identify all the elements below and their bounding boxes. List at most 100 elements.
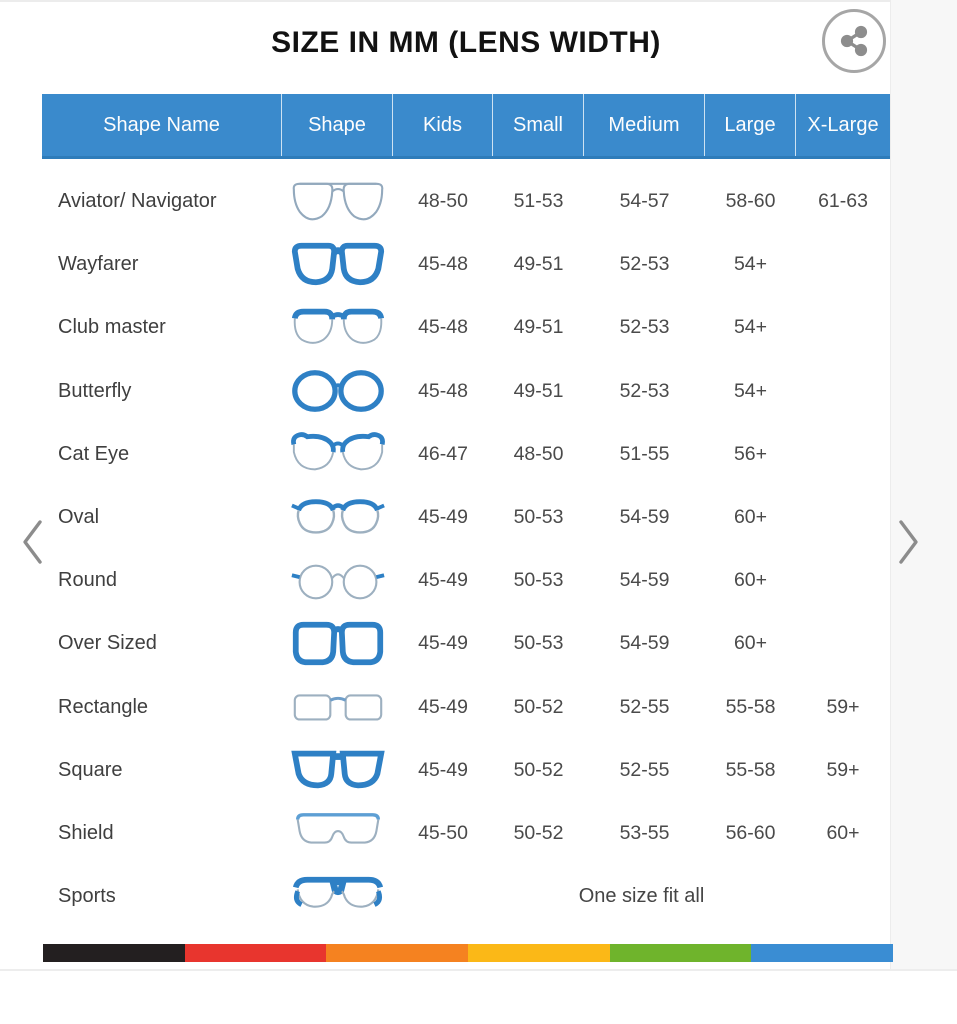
sports-glasses-icon [290, 872, 386, 922]
size-cell: 48-50 [418, 190, 468, 213]
column-header-kids: Kids [393, 94, 493, 156]
shape-name-cell: Shield [58, 821, 114, 844]
size-cell: 61-63 [818, 190, 868, 213]
size-cell: 55-58 [725, 758, 776, 781]
size-cell: 50-53 [513, 569, 564, 592]
size-cells: 45-49 50-52 52-55 55-58 59+ [393, 739, 890, 802]
shape-name-cell: Club master [58, 316, 166, 339]
wayfarer-glasses-icon [290, 240, 386, 290]
size-cells: 45-48 49-51 52-53 54+ [393, 296, 890, 359]
shape-name-cell: Sports [58, 885, 116, 908]
stripe-segment [609, 944, 752, 962]
table-row: Oval 45-49 50-53 54-59 60+ [42, 486, 890, 549]
stripe-segment [43, 944, 185, 962]
oval-glasses-icon [290, 493, 386, 543]
shape-name-cell: Oval [58, 506, 100, 529]
size-cell: 45-49 [418, 569, 468, 592]
size-cell: 54+ [733, 379, 768, 402]
size-cell: 50-52 [513, 821, 564, 844]
shape-name-cell: Butterfly [58, 379, 132, 402]
size-cells: 45-50 50-52 53-55 56-60 60+ [393, 802, 890, 865]
size-cell: 59+ [826, 758, 860, 781]
shape-name-cell: Cat Eye [58, 442, 130, 465]
shape-icon-cell [282, 366, 393, 416]
size-cell: 45-48 [418, 316, 468, 339]
size-cell: 52-55 [619, 695, 670, 718]
shape-name-cell: Aviator/ Navigator [58, 190, 217, 213]
size-cell: 52-53 [619, 379, 670, 402]
top-divider [0, 0, 890, 2]
shape-icon-cell [282, 745, 393, 795]
size-cell: 53-55 [619, 821, 670, 844]
size-cell: 54-59 [619, 506, 670, 529]
shape-icon-cell [282, 240, 393, 290]
size-cell: 45-49 [418, 695, 468, 718]
table-row: Aviator/ Navigator 48-50 51-53 54-57 58-60 6… [42, 170, 890, 233]
size-cells: 45-48 49-51 52-53 54+ [393, 360, 890, 423]
table-row: Cat Eye 46-47 48-50 51-55 56+ [42, 423, 890, 486]
size-cell: 59+ [826, 695, 860, 718]
rectangle-glasses-icon [290, 682, 386, 732]
size-cell: 51-55 [619, 442, 670, 465]
size-cell: 60+ [733, 632, 768, 655]
carousel-prev-button[interactable] [18, 516, 46, 568]
table-row: Sports One size fit all [42, 865, 890, 928]
size-cell: 54-57 [619, 190, 670, 213]
size-cell: 52-55 [619, 758, 670, 781]
table-header-row: Shape Name Shape Kids Small Medium Large… [42, 94, 890, 159]
butterfly-glasses-icon [290, 366, 386, 416]
shield-glasses-icon [290, 808, 386, 858]
size-cells: 45-49 50-52 52-55 55-58 59+ [393, 676, 890, 739]
size-cell: 58-60 [725, 190, 776, 213]
size-cell: 54-59 [619, 632, 670, 655]
size-cell: 45-49 [418, 506, 468, 529]
column-header-x-large: X-Large [807, 113, 879, 136]
table-row: Round 45-49 50-53 54-59 60+ [42, 549, 890, 612]
size-cell: 54+ [733, 316, 768, 339]
column-header-medium: Medium [584, 94, 705, 156]
carousel-next-button[interactable] [895, 516, 923, 568]
size-cell: 49-51 [513, 316, 564, 339]
shape-icon-cell [282, 682, 393, 732]
size-cells: 48-50 51-53 54-57 58-60 61-63 [393, 170, 890, 233]
size-cell: 45-49 [418, 632, 468, 655]
size-cell: 54-59 [619, 569, 670, 592]
shape-icon-cell [282, 872, 393, 922]
column-header-shape: Shape [282, 94, 393, 156]
shape-name-cell: Rectangle [58, 695, 149, 718]
size-cell: 46-47 [418, 442, 468, 465]
size-cell: 48-50 [513, 442, 564, 465]
oversized-glasses-icon [290, 619, 386, 669]
shape-icon-cell [282, 429, 393, 479]
column-header-shape-name: Shape Name [42, 94, 282, 156]
stripe-segment [326, 944, 469, 962]
one-size-note: One size fit all [578, 885, 705, 908]
share-button[interactable] [822, 9, 886, 73]
size-cell: 56-60 [725, 821, 776, 844]
size-cell: 45-50 [418, 821, 468, 844]
size-cell: 52-53 [619, 253, 670, 276]
shape-name-cell: Wayfarer [58, 253, 139, 276]
table-row: Wayfarer 45-48 49-51 52-53 54+ [42, 233, 890, 296]
size-cells: 45-49 50-53 54-59 60+ [393, 549, 890, 612]
size-cells: 45-49 50-53 54-59 60+ [393, 486, 890, 549]
size-cell: 45-49 [418, 758, 468, 781]
chevron-left-icon [18, 520, 46, 571]
share-icon [838, 25, 870, 57]
square-glasses-icon [290, 745, 386, 795]
size-cell: 50-52 [513, 695, 564, 718]
size-cell: 51-53 [513, 190, 564, 213]
shape-icon-cell [282, 303, 393, 353]
table-row: Club master 45-48 49-51 52-53 54+ [42, 296, 890, 359]
size-table: Shape Name Shape Kids Small Medium Large… [42, 94, 890, 928]
shape-icon-cell [282, 177, 393, 227]
size-cells: 45-49 50-53 54-59 60+ [393, 612, 890, 675]
size-cell: 52-53 [619, 316, 670, 339]
table-rows: Aviator/ Navigator 48-50 51-53 54-57 58-60 6… [42, 170, 890, 928]
table-row: Square 45-49 50-52 52-55 55-58 59+ [42, 739, 890, 802]
shape-name-cell: Square [58, 758, 123, 781]
column-header-small: Small [493, 94, 584, 156]
table-row: Rectangle 45-49 50-52 52-55 55-58 59+ [42, 676, 890, 739]
shape-icon-cell [282, 493, 393, 543]
